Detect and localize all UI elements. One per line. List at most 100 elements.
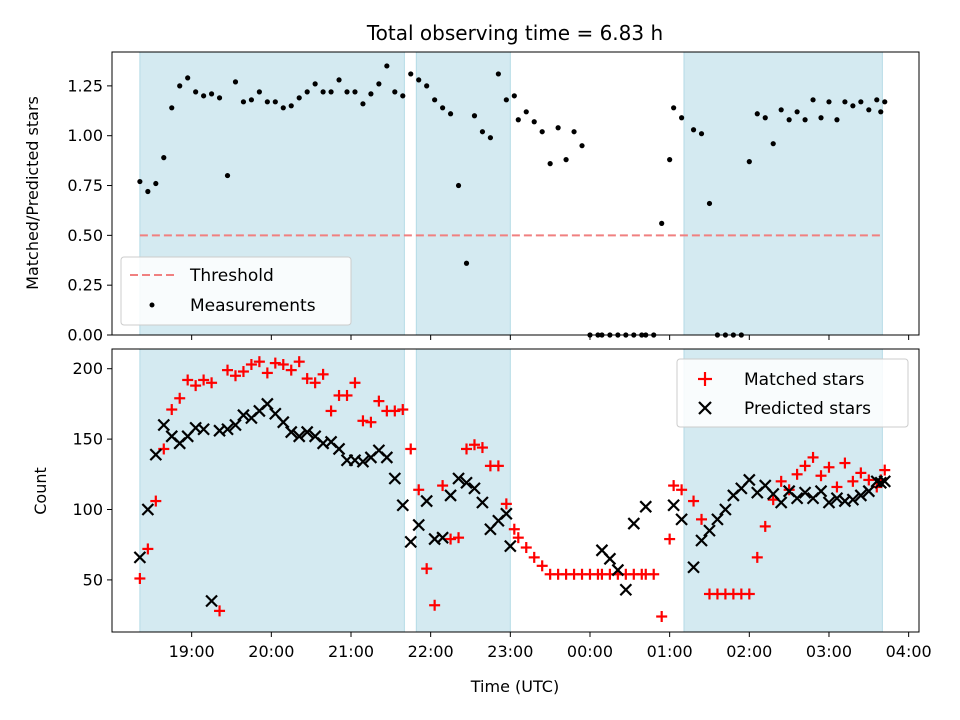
measurement-point bbox=[264, 99, 270, 105]
measurement-point bbox=[240, 99, 247, 105]
measurement-point bbox=[328, 89, 334, 95]
predicted-point bbox=[854, 489, 868, 502]
matched-point bbox=[879, 464, 891, 476]
predicted-point bbox=[157, 418, 171, 432]
x-tick-label: 21:00 bbox=[328, 642, 374, 661]
matched-point bbox=[536, 560, 548, 572]
chart-title: Total observing time = 6.83 h bbox=[366, 21, 663, 45]
measurement-point bbox=[503, 97, 509, 103]
matched-point bbox=[453, 532, 465, 544]
measurement-point bbox=[539, 129, 545, 135]
measurement-point bbox=[280, 105, 286, 111]
matched-point bbox=[269, 357, 281, 369]
matched-point bbox=[759, 520, 771, 532]
measurement-point bbox=[850, 103, 856, 109]
predicted-point bbox=[695, 534, 708, 547]
measurement-point bbox=[826, 99, 832, 105]
matched-point bbox=[855, 467, 867, 479]
measurement-point bbox=[754, 111, 760, 117]
matched-point bbox=[285, 364, 297, 376]
measurement-point bbox=[571, 129, 577, 135]
x-tick-label: 22:00 bbox=[408, 642, 454, 661]
matched-point bbox=[500, 498, 512, 510]
predicted-point bbox=[703, 524, 716, 537]
measurement-point bbox=[579, 143, 585, 149]
predicted-point bbox=[711, 513, 724, 526]
matched-point bbox=[134, 572, 146, 584]
predicted-point bbox=[874, 476, 888, 490]
measurement-point bbox=[360, 101, 366, 107]
measurement-point bbox=[208, 91, 215, 97]
measurement-point bbox=[523, 109, 529, 115]
legend-bottom-box bbox=[676, 358, 909, 428]
predicted-point bbox=[133, 551, 147, 564]
matched-point bbox=[413, 484, 425, 496]
matched-point bbox=[237, 366, 249, 378]
matched-point bbox=[405, 443, 417, 455]
bottom-axes-frame bbox=[111, 348, 920, 633]
predicted-point bbox=[846, 493, 860, 506]
measurement-point bbox=[304, 89, 310, 95]
predicted-point bbox=[229, 418, 242, 432]
legend-threshold-label: Threshold bbox=[189, 266, 274, 286]
measurement-point bbox=[515, 117, 521, 123]
measurement-point bbox=[818, 115, 824, 121]
predicted-point bbox=[396, 499, 410, 512]
measurement-point bbox=[432, 97, 438, 103]
y-tick-label: 0.25 bbox=[67, 276, 103, 295]
y-tick-label: 1.25 bbox=[67, 76, 103, 95]
predicted-point bbox=[356, 455, 370, 468]
predicted-point bbox=[412, 518, 425, 532]
y-tick-label: 200 bbox=[72, 359, 103, 378]
matched-point bbox=[293, 356, 305, 368]
measurement-point bbox=[400, 93, 406, 99]
measurement-point bbox=[440, 105, 446, 111]
measurement-point bbox=[416, 77, 422, 83]
matched-point bbox=[688, 495, 700, 507]
matched-point bbox=[325, 405, 337, 417]
measurement-point bbox=[376, 81, 382, 87]
legend-top-box bbox=[120, 256, 352, 326]
measurements-series bbox=[137, 63, 888, 338]
measurement-point bbox=[344, 89, 350, 95]
matched-point bbox=[445, 533, 457, 545]
matched-point bbox=[648, 568, 660, 580]
observing-interval-1 bbox=[415, 51, 511, 336]
matched-point bbox=[229, 370, 241, 382]
matched-point bbox=[656, 611, 668, 623]
measurement-point bbox=[882, 99, 888, 105]
matched-point bbox=[365, 416, 377, 428]
measurement-point bbox=[216, 95, 223, 101]
matched-point bbox=[831, 481, 843, 493]
measurement-point bbox=[392, 89, 398, 95]
measurement-point bbox=[368, 91, 374, 97]
predicted-point bbox=[444, 489, 457, 502]
matched-point bbox=[823, 461, 835, 473]
matched-point bbox=[261, 367, 273, 379]
matched-point bbox=[166, 404, 178, 416]
matched-point bbox=[341, 389, 353, 401]
matched-point bbox=[807, 451, 819, 463]
predicted-point bbox=[719, 503, 732, 516]
measurement-point bbox=[706, 200, 713, 207]
matched-point bbox=[528, 551, 540, 563]
y-tick-label: 1.00 bbox=[67, 126, 103, 145]
measurement-point bbox=[667, 157, 673, 163]
matched-point bbox=[492, 460, 504, 472]
measurement-point bbox=[248, 97, 255, 103]
matched-point bbox=[357, 415, 369, 427]
matched-point bbox=[468, 439, 480, 451]
x-tick-label: 00:00 bbox=[567, 642, 613, 661]
matched-point bbox=[198, 374, 210, 386]
y-tick-label: 0.50 bbox=[67, 226, 103, 245]
measurement-point bbox=[778, 107, 784, 113]
predicted-point bbox=[862, 484, 876, 498]
predicted-point bbox=[878, 475, 892, 488]
measurement-point bbox=[786, 117, 792, 123]
measurement-point bbox=[153, 180, 159, 187]
x-tick-label: 01:00 bbox=[647, 642, 693, 661]
predicted-stars-series bbox=[133, 397, 892, 608]
matched-point bbox=[839, 457, 851, 469]
predicted-point bbox=[404, 535, 418, 549]
